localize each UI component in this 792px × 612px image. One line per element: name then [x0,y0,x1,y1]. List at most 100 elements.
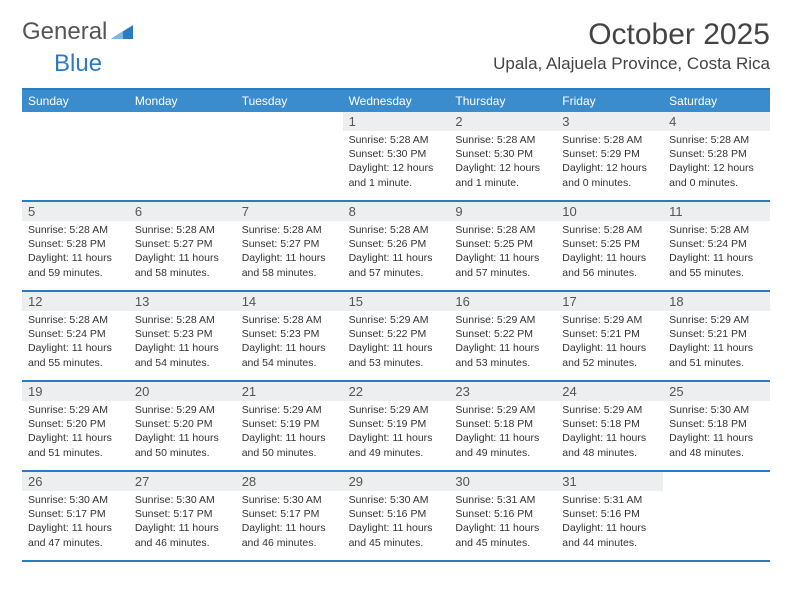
day-cell: 13Sunrise: 5:28 AMSunset: 5:23 PMDayligh… [129,292,236,380]
day-body: Sunrise: 5:28 AMSunset: 5:24 PMDaylight:… [663,221,770,284]
daylight-text-2: and 58 minutes. [242,266,337,280]
day-number: 10 [556,202,663,221]
day-number [22,112,129,131]
daylight-text-2: and 1 minute. [349,176,444,190]
daylight-text-2: and 44 minutes. [562,536,657,550]
day-number: 19 [22,382,129,401]
daylight-text-1: Daylight: 11 hours [562,521,657,535]
sunrise-text: Sunrise: 5:28 AM [455,133,550,147]
sunset-text: Sunset: 5:17 PM [28,507,123,521]
day-cell: 2Sunrise: 5:28 AMSunset: 5:30 PMDaylight… [449,112,556,200]
day-body: Sunrise: 5:29 AMSunset: 5:18 PMDaylight:… [449,401,556,464]
day-number: 25 [663,382,770,401]
week-row: 12Sunrise: 5:28 AMSunset: 5:24 PMDayligh… [22,292,770,382]
sunset-text: Sunset: 5:25 PM [455,237,550,251]
daylight-text-2: and 54 minutes. [242,356,337,370]
sunrise-text: Sunrise: 5:28 AM [242,223,337,237]
day-number: 28 [236,472,343,491]
day-number: 9 [449,202,556,221]
day-body: Sunrise: 5:29 AMSunset: 5:22 PMDaylight:… [343,311,450,374]
sunrise-text: Sunrise: 5:28 AM [455,223,550,237]
sunset-text: Sunset: 5:27 PM [135,237,230,251]
header: General October 2025 Upala, Alajuela Pro… [22,18,770,74]
sunrise-text: Sunrise: 5:28 AM [562,133,657,147]
daylight-text-1: Daylight: 11 hours [28,431,123,445]
daylight-text-2: and 50 minutes. [242,446,337,460]
daylight-text-2: and 51 minutes. [669,356,764,370]
day-body: Sunrise: 5:31 AMSunset: 5:16 PMDaylight:… [556,491,663,554]
sunrise-text: Sunrise: 5:29 AM [669,313,764,327]
daylight-text-1: Daylight: 11 hours [135,431,230,445]
week-row: 1Sunrise: 5:28 AMSunset: 5:30 PMDaylight… [22,112,770,202]
day-cell: 6Sunrise: 5:28 AMSunset: 5:27 PMDaylight… [129,202,236,290]
daylight-text-1: Daylight: 11 hours [28,521,123,535]
day-cell: 26Sunrise: 5:30 AMSunset: 5:17 PMDayligh… [22,472,129,560]
day-number: 1 [343,112,450,131]
day-cell: 23Sunrise: 5:29 AMSunset: 5:18 PMDayligh… [449,382,556,470]
day-number: 23 [449,382,556,401]
sunrise-text: Sunrise: 5:30 AM [28,493,123,507]
dayhead-thursday: Thursday [449,90,556,112]
day-number: 21 [236,382,343,401]
sunrise-text: Sunrise: 5:28 AM [28,223,123,237]
daylight-text-1: Daylight: 11 hours [455,251,550,265]
sunrise-text: Sunrise: 5:28 AM [242,313,337,327]
sunset-text: Sunset: 5:29 PM [562,147,657,161]
daylight-text-2: and 45 minutes. [455,536,550,550]
daylight-text-2: and 46 minutes. [242,536,337,550]
daylight-text-1: Daylight: 11 hours [242,431,337,445]
logo-triangle-icon [111,23,133,41]
sunset-text: Sunset: 5:27 PM [242,237,337,251]
daylight-text-1: Daylight: 11 hours [28,251,123,265]
sunrise-text: Sunrise: 5:28 AM [28,313,123,327]
day-body: Sunrise: 5:28 AMSunset: 5:25 PMDaylight:… [449,221,556,284]
daylight-text-2: and 0 minutes. [562,176,657,190]
daylight-text-2: and 55 minutes. [669,266,764,280]
daylight-text-2: and 58 minutes. [135,266,230,280]
day-body: Sunrise: 5:30 AMSunset: 5:17 PMDaylight:… [22,491,129,554]
day-cell: 12Sunrise: 5:28 AMSunset: 5:24 PMDayligh… [22,292,129,380]
sunset-text: Sunset: 5:22 PM [349,327,444,341]
daylight-text-1: Daylight: 11 hours [455,521,550,535]
day-body: Sunrise: 5:30 AMSunset: 5:16 PMDaylight:… [343,491,450,554]
sunrise-text: Sunrise: 5:28 AM [349,223,444,237]
sunset-text: Sunset: 5:23 PM [242,327,337,341]
sunset-text: Sunset: 5:23 PM [135,327,230,341]
day-number [663,472,770,491]
sunset-text: Sunset: 5:28 PM [669,147,764,161]
day-number: 17 [556,292,663,311]
daylight-text-1: Daylight: 11 hours [455,341,550,355]
daylight-text-2: and 53 minutes. [455,356,550,370]
day-number: 16 [449,292,556,311]
empty-cell [129,112,236,200]
logo: General [22,18,137,46]
sunrise-text: Sunrise: 5:29 AM [562,313,657,327]
day-body: Sunrise: 5:28 AMSunset: 5:29 PMDaylight:… [556,131,663,194]
day-body: Sunrise: 5:28 AMSunset: 5:23 PMDaylight:… [129,311,236,374]
sunrise-text: Sunrise: 5:29 AM [28,403,123,417]
sunrise-text: Sunrise: 5:29 AM [242,403,337,417]
day-body: Sunrise: 5:28 AMSunset: 5:27 PMDaylight:… [129,221,236,284]
day-number: 22 [343,382,450,401]
daylight-text-1: Daylight: 11 hours [455,431,550,445]
daylight-text-1: Daylight: 11 hours [242,251,337,265]
dayhead-saturday: Saturday [663,90,770,112]
sunrise-text: Sunrise: 5:30 AM [349,493,444,507]
daylight-text-2: and 51 minutes. [28,446,123,460]
daylight-text-1: Daylight: 11 hours [562,341,657,355]
day-body: Sunrise: 5:28 AMSunset: 5:28 PMDaylight:… [663,131,770,194]
day-cell: 15Sunrise: 5:29 AMSunset: 5:22 PMDayligh… [343,292,450,380]
daylight-text-2: and 52 minutes. [562,356,657,370]
daylight-text-2: and 45 minutes. [349,536,444,550]
logo-text-1: General [22,18,107,46]
week-row: 19Sunrise: 5:29 AMSunset: 5:20 PMDayligh… [22,382,770,472]
sunset-text: Sunset: 5:17 PM [135,507,230,521]
day-body: Sunrise: 5:29 AMSunset: 5:22 PMDaylight:… [449,311,556,374]
day-number: 7 [236,202,343,221]
day-body: Sunrise: 5:28 AMSunset: 5:26 PMDaylight:… [343,221,450,284]
daylight-text-2: and 1 minute. [455,176,550,190]
day-cell: 11Sunrise: 5:28 AMSunset: 5:24 PMDayligh… [663,202,770,290]
daylight-text-2: and 59 minutes. [28,266,123,280]
daylight-text-1: Daylight: 11 hours [242,521,337,535]
day-body: Sunrise: 5:28 AMSunset: 5:28 PMDaylight:… [22,221,129,284]
